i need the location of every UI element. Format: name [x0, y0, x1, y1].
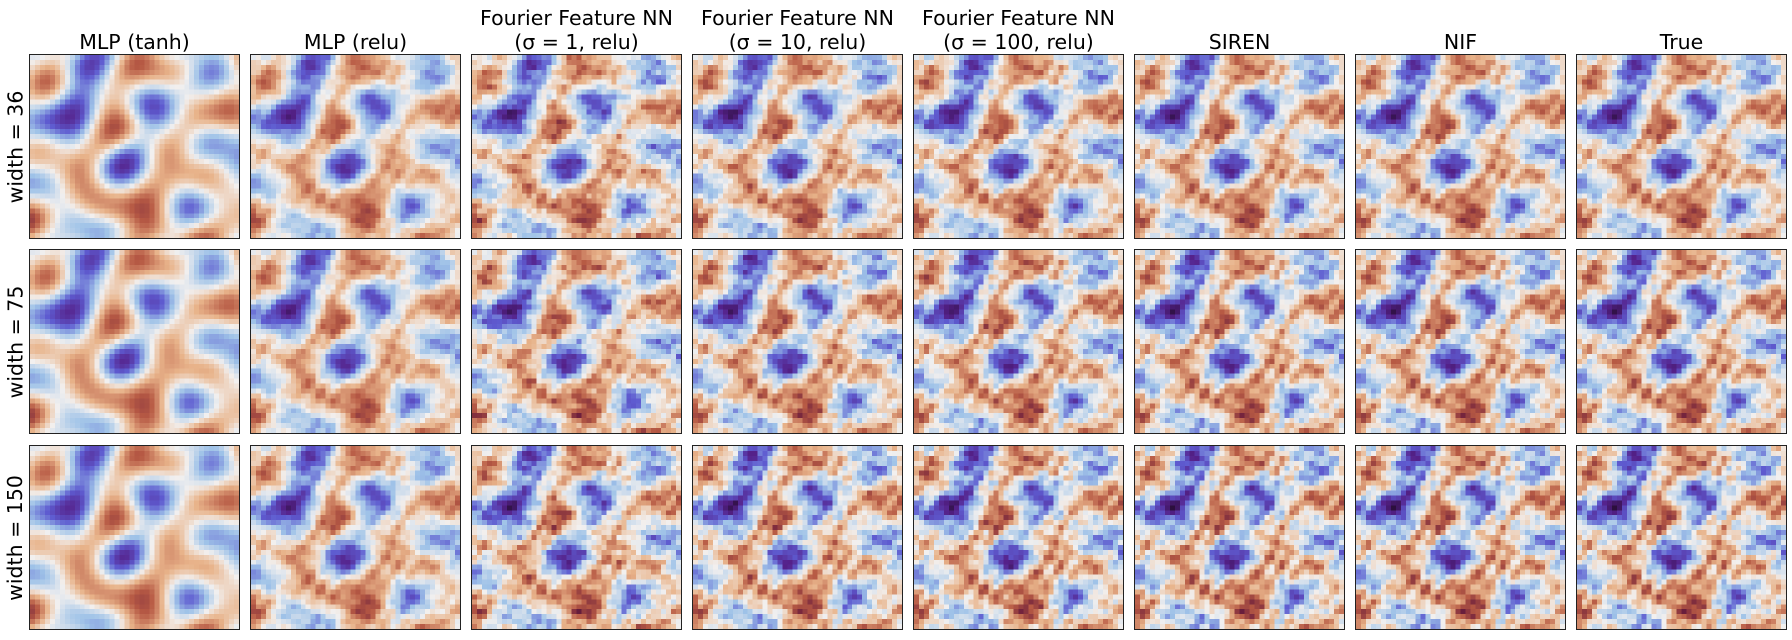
column-title-line: Fourier Feature NN [701, 6, 894, 30]
column-title-line: True [1660, 30, 1704, 54]
field-image [693, 446, 902, 629]
field-panel [1355, 445, 1566, 630]
field-panel [29, 445, 240, 630]
field-panel [1134, 445, 1345, 630]
field-image [914, 55, 1123, 238]
field-panel [29, 249, 240, 434]
column-title-line: MLP (tanh) [79, 30, 190, 54]
row-label: width = 150 [0, 445, 30, 630]
column-title-line: Fourier Feature NN [922, 6, 1115, 30]
field-image [30, 55, 239, 238]
field-image [30, 446, 239, 629]
column-title: Fourier Feature NN (σ = 10, relu) [687, 0, 909, 54]
field-panel [1576, 249, 1787, 434]
column-title-line: (σ = 10, relu) [729, 30, 867, 54]
field-image [693, 250, 902, 433]
column-title: True [1571, 0, 1792, 54]
field-panel [1355, 249, 1566, 434]
field-image [1577, 446, 1786, 629]
field-image [472, 55, 681, 238]
column-title: MLP (tanh) [24, 0, 246, 54]
field-image [1135, 250, 1344, 433]
field-panel [1576, 54, 1787, 239]
field-image [693, 55, 902, 238]
field-panel [692, 249, 903, 434]
row-label-text: width = 36 [3, 90, 27, 203]
column-title-line: MLP (relu) [304, 30, 407, 54]
field-panel [471, 445, 682, 630]
field-image [1135, 446, 1344, 629]
field-image [251, 55, 460, 238]
column-title: Fourier Feature NN (σ = 1, relu) [466, 0, 688, 54]
column-title: Fourier Feature NN (σ = 100, relu) [908, 0, 1130, 54]
field-panel [250, 445, 461, 630]
field-panel [692, 445, 903, 630]
column-title-line: (σ = 100, relu) [943, 30, 1094, 54]
field-panel [471, 249, 682, 434]
field-panel [250, 249, 461, 434]
field-panel [913, 445, 1124, 630]
row-label-text: width = 150 [3, 475, 27, 601]
field-panel [913, 249, 1124, 434]
field-image [914, 446, 1123, 629]
field-panel [1576, 445, 1787, 630]
column-title: MLP (relu) [245, 0, 467, 54]
field-image [251, 446, 460, 629]
field-panel [1134, 249, 1345, 434]
field-image [472, 250, 681, 433]
field-image [472, 446, 681, 629]
row-label: width = 36 [0, 54, 30, 239]
field-panel [692, 54, 903, 239]
column-title: SIREN [1129, 0, 1351, 54]
field-image [1577, 250, 1786, 433]
field-image [251, 250, 460, 433]
field-image [1356, 250, 1565, 433]
row-label: width = 75 [0, 249, 30, 434]
field-panel [913, 54, 1124, 239]
field-panel [1134, 54, 1345, 239]
field-image [30, 250, 239, 433]
column-title-line: (σ = 1, relu) [514, 30, 639, 54]
field-panel [1355, 54, 1566, 239]
row-label-text: width = 75 [3, 285, 27, 398]
column-title: NIF [1350, 0, 1572, 54]
field-panel [471, 54, 682, 239]
field-panel [250, 54, 461, 239]
field-image [1356, 446, 1565, 629]
field-image [1356, 55, 1565, 238]
column-title-line: NIF [1444, 30, 1477, 54]
column-title-line: Fourier Feature NN [480, 6, 673, 30]
field-image [1135, 55, 1344, 238]
field-panel [29, 54, 240, 239]
field-image [1577, 55, 1786, 238]
column-title-line: SIREN [1209, 30, 1271, 54]
field-image [914, 250, 1123, 433]
